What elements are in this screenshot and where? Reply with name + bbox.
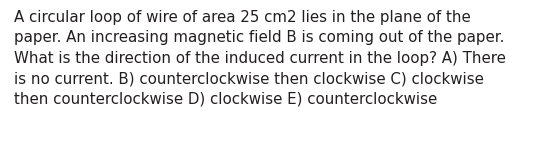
Text: A circular loop of wire of area 25 cm2 lies in the plane of the
paper. An increa: A circular loop of wire of area 25 cm2 l… [14, 10, 506, 107]
